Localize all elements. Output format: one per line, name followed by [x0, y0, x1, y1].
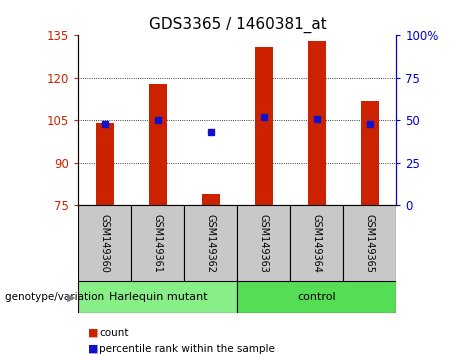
Bar: [184, 205, 237, 281]
Bar: [131, 205, 184, 281]
Bar: [78, 281, 237, 313]
Text: ■: ■: [88, 328, 98, 338]
Text: GSM149361: GSM149361: [153, 214, 163, 273]
Text: percentile rank within the sample: percentile rank within the sample: [99, 344, 275, 354]
Text: genotype/variation: genotype/variation: [5, 292, 107, 302]
Text: GSM149360: GSM149360: [100, 214, 110, 273]
Text: ■: ■: [88, 344, 98, 354]
Text: GSM149362: GSM149362: [206, 214, 216, 273]
Text: control: control: [298, 292, 336, 302]
Text: GSM149363: GSM149363: [259, 214, 269, 273]
Text: GSM149365: GSM149365: [365, 214, 375, 273]
Bar: [148, 84, 167, 205]
Bar: [78, 205, 131, 281]
Bar: [237, 281, 396, 313]
Title: GDS3365 / 1460381_at: GDS3365 / 1460381_at: [148, 16, 326, 33]
Bar: [237, 205, 290, 281]
Text: ▶: ▶: [67, 292, 75, 302]
Bar: [95, 123, 114, 205]
Bar: [343, 205, 396, 281]
Bar: [361, 101, 379, 205]
Text: GSM149364: GSM149364: [312, 214, 322, 273]
Bar: [254, 47, 273, 205]
Bar: [201, 194, 220, 205]
Bar: [307, 41, 326, 205]
Bar: [290, 205, 343, 281]
Text: count: count: [99, 328, 129, 338]
Text: Harlequin mutant: Harlequin mutant: [109, 292, 207, 302]
